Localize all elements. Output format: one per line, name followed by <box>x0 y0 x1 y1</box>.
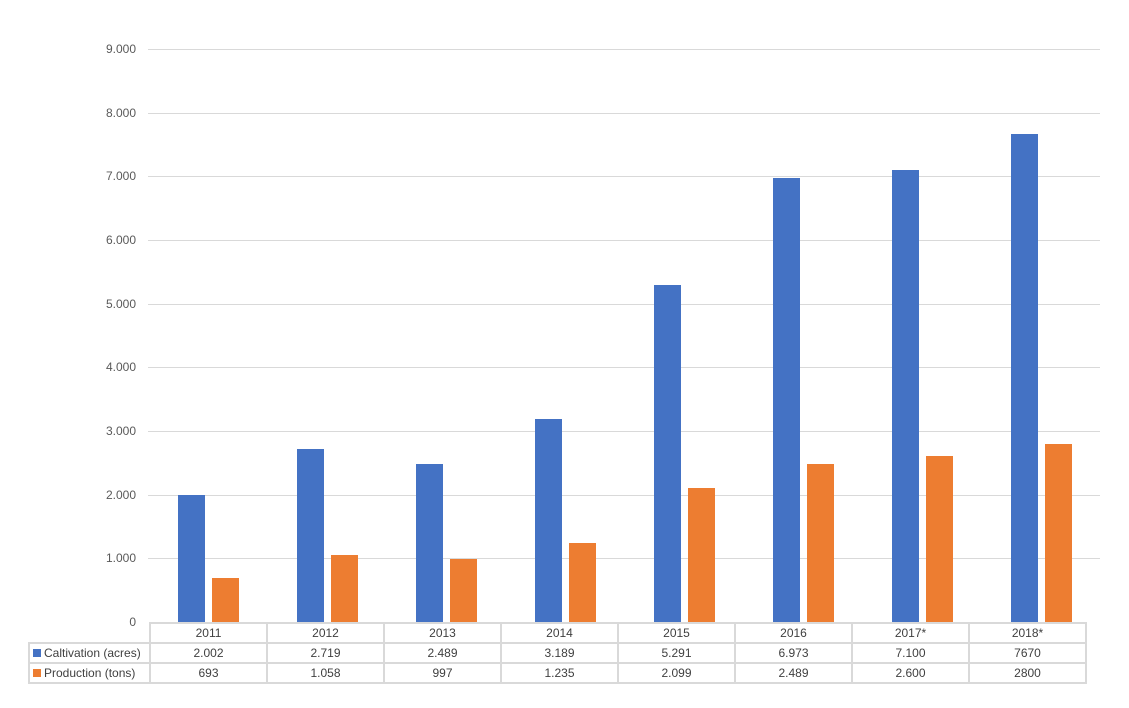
series-name: Caltivation (acres) <box>44 646 141 660</box>
bar-cultivation <box>535 419 562 622</box>
data-cell: 2.489 <box>734 662 853 684</box>
y-tick-label: 3.000 <box>105 424 136 438</box>
legend-swatch-icon <box>33 649 41 657</box>
bar-production <box>926 456 953 622</box>
data-cell: 7670 <box>968 642 1087 664</box>
category-header: 2015 <box>617 622 736 644</box>
category-header: 2014 <box>500 622 619 644</box>
category-header: 2013 <box>383 622 502 644</box>
data-cell: 2.600 <box>851 662 970 684</box>
series-label: Caltivation (acres) <box>28 642 151 664</box>
y-tick-label: 1.000 <box>105 551 136 565</box>
legend-swatch-icon <box>33 669 41 677</box>
data-cell: 2.489 <box>383 642 502 664</box>
bar-cultivation <box>773 178 800 622</box>
data-cell: 2.002 <box>149 642 268 664</box>
data-table-row: Production (tons) 693 1.058 997 1.235 2.099 2… <box>28 662 1087 684</box>
category-header: 2011 <box>149 622 268 644</box>
data-cell: 6.973 <box>734 642 853 664</box>
bar-production <box>569 543 596 622</box>
data-cell: 1.235 <box>500 662 619 684</box>
bar-cultivation <box>1011 134 1038 622</box>
gridline <box>148 558 1100 559</box>
y-tick-label: 8.000 <box>105 106 136 120</box>
data-table: 2011 2012 2013 2014 2015 2016 2017* 2018* Calti… <box>28 622 1087 684</box>
y-tick-label: 5.000 <box>105 297 136 311</box>
y-tick-label: 2.000 <box>105 488 136 502</box>
data-cell: 2.719 <box>266 642 385 664</box>
gridline <box>148 49 1100 50</box>
data-table-row: Caltivation (acres) 2.002 2.719 2.489 3.189… <box>28 642 1087 664</box>
y-tick-label: 9.000 <box>105 42 136 56</box>
category-header: 2017* <box>851 622 970 644</box>
y-tick-label: 0 <box>129 615 136 629</box>
category-header: 2012 <box>266 622 385 644</box>
bar-production <box>1045 444 1072 622</box>
data-cell: 3.189 <box>500 642 619 664</box>
data-cell: 1.058 <box>266 662 385 684</box>
bar-production <box>807 464 834 622</box>
bar-production <box>331 555 358 622</box>
series-name: Production (tons) <box>44 666 136 680</box>
data-cell: 2.099 <box>617 662 736 684</box>
data-cell: 997 <box>383 662 502 684</box>
data-cell: 2800 <box>968 662 1087 684</box>
y-tick-label: 4.000 <box>105 360 136 374</box>
gridline <box>148 240 1100 241</box>
y-tick-label: 6.000 <box>105 233 136 247</box>
bar-production <box>212 578 239 622</box>
gridline <box>148 431 1100 432</box>
bar-cultivation <box>178 495 205 622</box>
data-cell: 693 <box>149 662 268 684</box>
series-label: Production (tons) <box>28 662 151 684</box>
gridline <box>148 304 1100 305</box>
data-cell: 5.291 <box>617 642 736 664</box>
data-table-corner <box>29 623 151 643</box>
category-header: 2018* <box>968 622 1087 644</box>
bar-cultivation <box>297 449 324 622</box>
bar-production <box>688 488 715 622</box>
y-tick-label: 7.000 <box>105 169 136 183</box>
bar-cultivation <box>416 464 443 622</box>
bar-cultivation <box>892 170 919 622</box>
bar-production <box>450 559 477 622</box>
gridline <box>148 495 1100 496</box>
bar-cultivation <box>654 285 681 622</box>
gridline <box>148 176 1100 177</box>
data-table-header-row: 2011 2012 2013 2014 2015 2016 2017* 2018* <box>29 622 1087 644</box>
category-header: 2016 <box>734 622 853 644</box>
gridline <box>148 367 1100 368</box>
gridline <box>148 113 1100 114</box>
data-cell: 7.100 <box>851 642 970 664</box>
